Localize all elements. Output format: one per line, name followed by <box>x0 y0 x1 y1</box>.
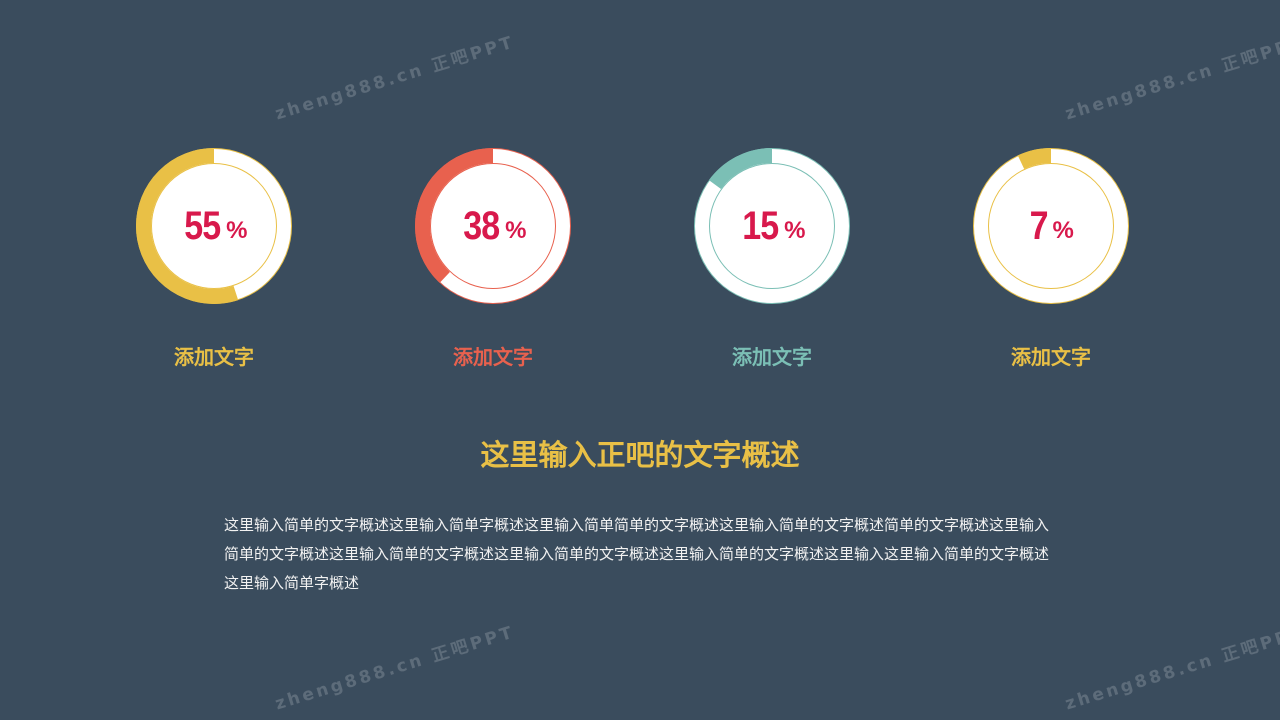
watermark: zheng888.cn 正吧PPT <box>272 622 518 715</box>
progress-arc <box>973 148 1129 304</box>
percent-value: 15% <box>692 146 852 306</box>
ring-inner-disc <box>151 163 277 289</box>
percent-value: 55% <box>134 146 294 306</box>
percent-number: 7 <box>1029 203 1049 248</box>
item-label: 添加文字 <box>1011 345 1091 369</box>
description-paragraph: 这里输入简单的文字概述这里输入简单字概述这里输入简单简单的文字概述这里输入简单的… <box>224 516 1050 592</box>
ring-inner-disc <box>709 163 835 289</box>
percent-value: 7% <box>971 146 1131 306</box>
percent-number: 38 <box>462 203 500 248</box>
percent-sign: % <box>505 217 527 244</box>
watermark: zheng888.cn 正吧PPT <box>1062 32 1280 125</box>
ring-inner-disc <box>988 163 1114 289</box>
progress-arc <box>694 148 850 304</box>
progress-ring: 15% <box>692 146 852 306</box>
progress-ring: 55% <box>134 146 294 306</box>
percent-number: 15 <box>741 203 779 248</box>
progress-ring: 7% <box>971 146 1131 306</box>
ring-inner-disc <box>430 163 556 289</box>
watermark: zheng888.cn 正吧PPT <box>1062 622 1280 715</box>
percent-sign: % <box>784 217 806 244</box>
watermark: zheng888.cn 正吧PPT <box>272 32 518 125</box>
item-label: 添加文字 <box>174 345 254 369</box>
progress-arc <box>415 148 571 304</box>
item-label: 添加文字 <box>732 345 812 369</box>
item-label: 添加文字 <box>453 345 533 369</box>
percent-sign: % <box>1052 217 1074 244</box>
progress-arc <box>136 148 292 304</box>
percent-value: 38% <box>413 146 573 306</box>
progress-ring: 38% <box>413 146 573 306</box>
percent-sign: % <box>226 217 248 244</box>
section-title: 这里输入正吧的文字概述 <box>480 438 800 472</box>
percent-number: 55 <box>183 203 221 248</box>
